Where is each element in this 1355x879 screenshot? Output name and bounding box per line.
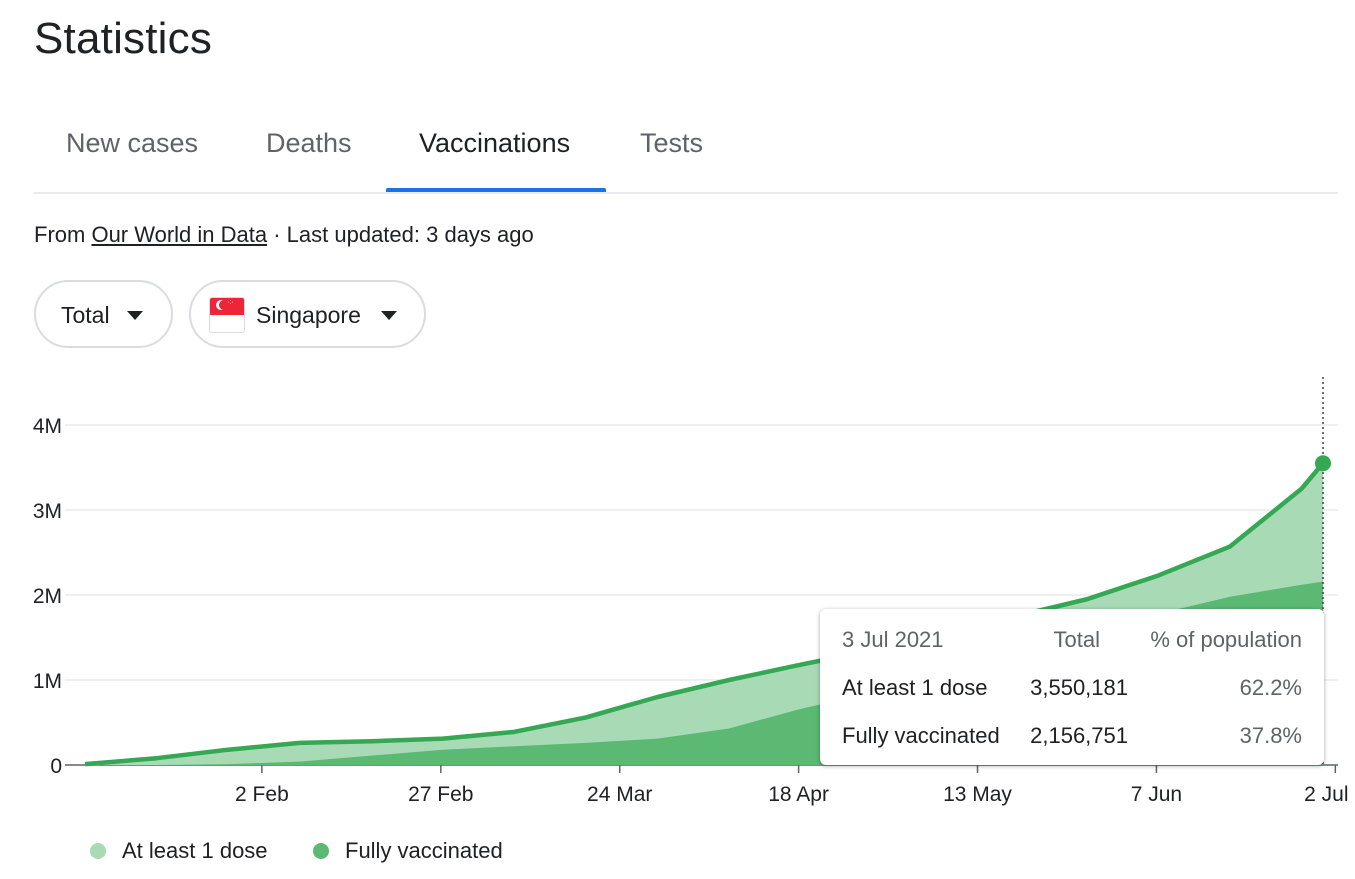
stats-tabs: New cases Deaths Vaccinations Tests	[34, 108, 1338, 194]
dropdown-arrow-icon	[381, 311, 397, 320]
source-prefix: From	[34, 222, 86, 247]
tab-deaths[interactable]: Deaths	[234, 108, 386, 190]
y-tick-label: 0	[50, 755, 62, 778]
line-at-least-1-dose	[84, 461, 1325, 767]
country-dropdown[interactable]: ·:· Singapore	[189, 280, 426, 348]
country-dropdown-label: Singapore	[256, 302, 361, 328]
x-tick-label: 2 Jul	[1304, 783, 1348, 806]
y-tick-label: 1M	[33, 670, 62, 693]
metric-dropdown[interactable]: Total	[34, 280, 173, 348]
x-tick-label: 27 Feb	[408, 783, 473, 806]
x-tick-label: 2 Feb	[235, 783, 289, 806]
tooltip-row-label: At least 1 dose	[842, 675, 988, 700]
y-tick-label: 4M	[33, 415, 62, 438]
tab-new-cases[interactable]: New cases	[34, 108, 234, 190]
tooltip-pct-header: % of population	[1150, 627, 1302, 652]
data-source-line: From Our World in Data · Last updated: 3…	[34, 222, 534, 248]
tab-label: New cases	[66, 128, 199, 158]
legend-label: Fully vaccinated	[345, 838, 503, 863]
x-tick-label: 18 Apr	[768, 783, 829, 806]
legend-swatch	[313, 843, 329, 859]
x-tick-label: 24 Mar	[587, 783, 652, 806]
tooltip-row-pct: 37.8%	[1239, 723, 1302, 748]
tooltip-total-header: Total	[1053, 627, 1100, 652]
tab-label: Vaccinations	[419, 128, 571, 158]
y-tick-label: 2M	[33, 585, 62, 608]
metric-dropdown-label: Total	[61, 302, 110, 328]
hover-point	[1315, 455, 1331, 472]
active-tab-indicator	[386, 188, 606, 192]
y-tick-label: 3M	[33, 500, 62, 523]
tab-label: Tests	[640, 128, 704, 158]
page-title: Statistics	[34, 14, 213, 63]
tooltip-row-pct: 62.2%	[1239, 675, 1302, 700]
last-updated-text: · Last updated: 3 days ago	[273, 222, 534, 247]
legend-swatch	[90, 843, 106, 859]
tab-label: Deaths	[266, 128, 352, 158]
tab-tests[interactable]: Tests	[606, 108, 734, 190]
chart-tooltip: 3 Jul 2021 Total % of population At leas…	[820, 609, 1324, 765]
x-tick-label: 13 May	[943, 783, 1012, 806]
tooltip-row-total: 3,550,181	[1030, 675, 1128, 700]
singapore-flag-icon: ·:·	[209, 297, 245, 333]
tooltip-row-total: 2,156,751	[1030, 723, 1128, 748]
tab-vaccinations[interactable]: Vaccinations	[386, 108, 606, 192]
tooltip-date: 3 Jul 2021	[842, 627, 944, 652]
legend-label: At least 1 dose	[122, 838, 268, 863]
tooltip-row-label: Fully vaccinated	[842, 723, 1000, 748]
source-link[interactable]: Our World in Data	[91, 222, 268, 247]
x-tick-label: 7 Jun	[1131, 783, 1182, 806]
dropdown-arrow-icon	[127, 311, 143, 320]
